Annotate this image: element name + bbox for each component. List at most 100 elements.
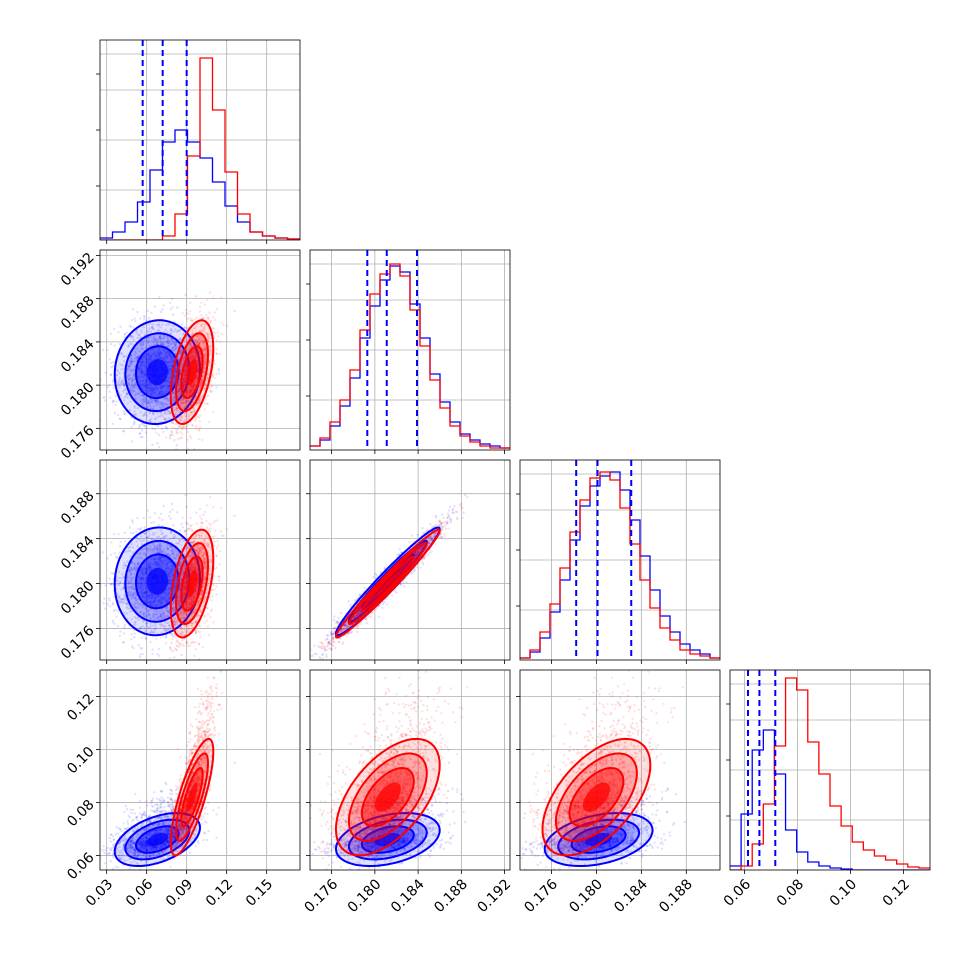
scatter-point — [112, 603, 114, 605]
scatter-point — [150, 522, 152, 524]
scatter-point — [158, 296, 160, 298]
scatter-point — [226, 325, 228, 327]
scatter-point — [196, 317, 198, 319]
scatter-point — [108, 384, 110, 386]
scatter-point — [161, 428, 163, 430]
scatter-point — [129, 526, 131, 528]
scatter-point — [107, 386, 109, 388]
scatter-point — [187, 424, 189, 426]
scatter-point — [154, 305, 156, 307]
scatter-point — [131, 645, 133, 647]
scatter-point — [138, 644, 140, 646]
scatter-point — [139, 317, 141, 319]
scatter-point — [222, 324, 224, 326]
scatter-point — [158, 446, 160, 448]
scatter-point — [92, 381, 94, 383]
scatter-point — [165, 454, 167, 456]
scatter-point — [139, 528, 141, 530]
scatter-point — [102, 349, 104, 351]
y-tick-label: 0.192 — [58, 250, 98, 290]
scatter-point — [165, 427, 167, 429]
scatter-point — [177, 438, 179, 440]
scatter-point — [195, 425, 197, 427]
scatter-point — [145, 638, 147, 640]
scatter-point — [199, 414, 201, 416]
scatter-point — [173, 439, 175, 441]
scatter-point — [154, 512, 156, 514]
y-tick-label: 0.184 — [58, 336, 98, 376]
scatter-point — [216, 353, 218, 355]
scatter-point — [187, 665, 189, 667]
scatter-point — [131, 440, 133, 442]
scatter-point — [130, 532, 132, 534]
scatter-point — [132, 327, 134, 329]
scatter-point — [110, 343, 112, 345]
scatter-point — [119, 635, 121, 637]
scatter-point — [102, 551, 104, 553]
scatter-point — [119, 343, 121, 345]
scatter-point — [194, 641, 196, 643]
scatter-point — [165, 436, 167, 438]
scatter-point — [105, 584, 107, 586]
scatter-point — [189, 310, 191, 312]
scatter-point — [184, 494, 186, 496]
scatter-point — [198, 438, 200, 440]
scatter-point — [143, 517, 145, 519]
scatter-point — [205, 398, 207, 400]
scatter-point — [141, 653, 143, 655]
scatter-point — [152, 649, 154, 651]
scatter-point — [103, 397, 105, 399]
scatter-point — [158, 655, 160, 657]
scatter-point — [114, 412, 116, 414]
scatter-point — [117, 331, 119, 333]
scatter-point — [143, 318, 145, 320]
scatter-point — [178, 426, 180, 428]
scatter-point — [219, 353, 221, 355]
scatter-point — [181, 323, 183, 325]
scatter-point — [135, 531, 137, 533]
scatter-point — [133, 421, 135, 423]
scatter-point — [110, 554, 112, 556]
scatter-point — [160, 311, 162, 313]
scatter-point — [199, 426, 201, 428]
scatter-point — [171, 431, 173, 433]
scatter-point — [138, 426, 140, 428]
scatter-point — [116, 556, 118, 558]
scatter-point — [180, 523, 182, 525]
scatter-point — [220, 297, 222, 299]
scatter-point — [136, 517, 138, 519]
scatter-point — [204, 303, 206, 305]
scatter-point — [161, 519, 163, 521]
scatter-point — [147, 310, 149, 312]
scatter-point — [186, 439, 188, 441]
scatter-point — [144, 425, 146, 427]
scatter-point — [197, 416, 199, 418]
scatter-point — [189, 527, 191, 529]
scatter-point — [144, 526, 146, 528]
scatter-point — [123, 626, 125, 628]
scatter-point — [122, 430, 124, 432]
scatter-point — [195, 648, 197, 650]
scatter-point — [172, 426, 174, 428]
scatter-point — [199, 310, 201, 312]
scatter-point — [179, 431, 181, 433]
scatter-point — [189, 302, 191, 304]
scatter-point — [109, 396, 111, 398]
scatter-point — [172, 638, 174, 640]
scatter-point — [158, 434, 160, 436]
scatter-point — [151, 444, 153, 446]
scatter-point — [215, 593, 217, 595]
scatter-point — [132, 308, 134, 310]
scatter-point — [190, 320, 192, 322]
scatter-point — [186, 318, 188, 320]
scatter-point — [176, 511, 178, 513]
scatter-point — [176, 306, 178, 308]
scatter-point — [119, 326, 121, 328]
scatter-point — [115, 395, 117, 397]
scatter-point — [198, 429, 200, 431]
scatter-point — [169, 436, 171, 438]
scatter-point — [136, 311, 138, 313]
scatter-point — [185, 506, 187, 508]
scatter-point — [151, 653, 153, 655]
